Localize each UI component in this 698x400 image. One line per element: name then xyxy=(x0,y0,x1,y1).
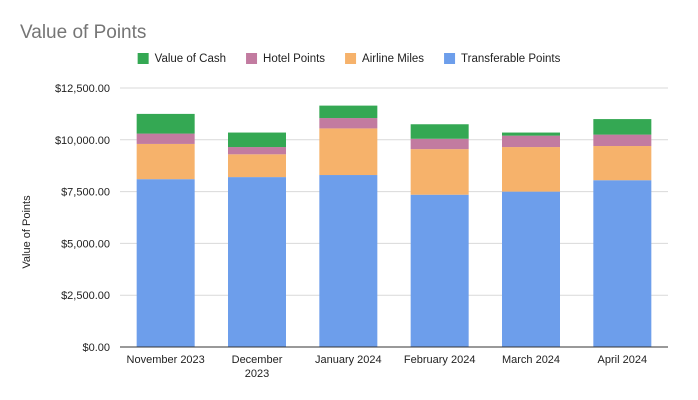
chart-gridlines xyxy=(120,87,668,296)
bar-segment-hotel-points xyxy=(319,118,378,129)
legend-label: Airline Miles xyxy=(362,53,424,65)
bar-segment-transferable-points xyxy=(319,175,378,347)
bar-segment-airline-miles xyxy=(228,154,286,178)
x-tick-label: March 2024 xyxy=(502,354,560,366)
legend-label: Transferable Points xyxy=(461,53,561,65)
x-tick-label: April 2024 xyxy=(598,354,648,366)
x-tick-label: January 2024 xyxy=(315,354,382,366)
bar-segment-transferable-points xyxy=(502,191,560,347)
bar-segment-hotel-points xyxy=(136,133,195,144)
bar-segment-hotel-points xyxy=(228,147,286,155)
bar-segment-hotel-points xyxy=(502,135,560,148)
x-tick-label: February 2024 xyxy=(404,354,476,366)
bar-segment-value-of-cash xyxy=(502,132,560,136)
bar-stack xyxy=(410,124,469,347)
bar-segment-value-of-cash xyxy=(319,105,378,119)
bar-segment-transferable-points xyxy=(593,180,652,347)
legend-swatch xyxy=(246,53,258,64)
bar-stack xyxy=(502,132,560,347)
bar-segment-transferable-points xyxy=(228,177,286,347)
legend-swatch xyxy=(444,53,456,64)
y-tick-label: $0.00 xyxy=(82,342,110,354)
bar-segment-transferable-points xyxy=(136,179,195,347)
y-tick-label: $10,000.00 xyxy=(55,135,110,147)
chart-title: Value of Points xyxy=(20,22,146,43)
chart-bars xyxy=(136,105,652,347)
x-tick-label: November 2023 xyxy=(127,354,205,366)
y-tick-label: $2,500.00 xyxy=(61,290,110,302)
legend-item: Airline Miles xyxy=(345,53,424,65)
bar-segment-value-of-cash xyxy=(228,132,286,148)
bar-stack xyxy=(228,132,286,347)
bar-stack xyxy=(319,105,378,347)
bar-segment-hotel-points xyxy=(593,134,652,147)
y-axis-label: Value of Points xyxy=(21,195,33,269)
x-tick-label: December 2023 xyxy=(232,354,283,380)
legend-item: Transferable Points xyxy=(444,53,561,65)
bar-segment-airline-miles xyxy=(593,146,652,181)
legend-swatch xyxy=(137,53,149,64)
legend-item: Value of Cash xyxy=(137,53,226,65)
chart-legend: Value of Cash Hotel Points Airline Miles Tr… xyxy=(137,53,561,65)
y-tick-label: $5,000.00 xyxy=(61,238,110,250)
legend-item: Hotel Points xyxy=(246,53,325,65)
bar-segment-airline-miles xyxy=(502,147,560,192)
legend-label: Hotel Points xyxy=(263,53,325,65)
legend-swatch xyxy=(345,53,357,64)
y-axis-ticks: $0.00 $2,500.00 $5,000.00 $7,500.00 $10,000.… xyxy=(55,83,110,354)
legend-label: Value of Cash xyxy=(155,53,226,65)
bar-stack xyxy=(593,119,652,347)
bar-segment-hotel-points xyxy=(410,138,469,150)
bar-segment-airline-miles xyxy=(319,128,378,176)
bar-segment-airline-miles xyxy=(410,149,469,195)
bar-stack xyxy=(136,113,195,347)
bar-segment-value-of-cash xyxy=(136,113,195,134)
bar-segment-value-of-cash xyxy=(593,119,652,135)
x-axis-ticks: November 2023 December 2023 January 2024 Feb… xyxy=(127,354,648,380)
bar-segment-transferable-points xyxy=(410,194,469,347)
bar-segment-airline-miles xyxy=(136,143,195,180)
y-tick-label: $7,500.00 xyxy=(61,187,110,199)
bar-segment-value-of-cash xyxy=(410,124,469,139)
y-tick-label: $12,500.00 xyxy=(55,83,110,95)
